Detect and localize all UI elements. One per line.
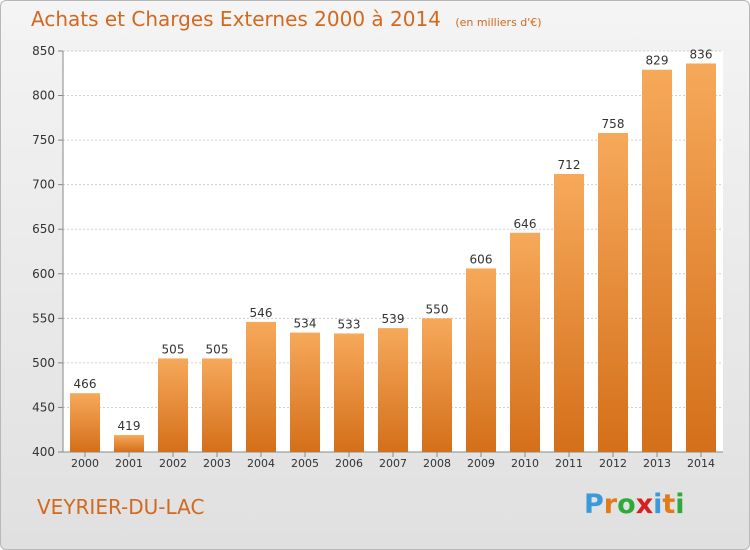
y-tick-label: 550 xyxy=(32,311,55,325)
bar-value-label: 505 xyxy=(206,342,229,356)
y-tick-label: 750 xyxy=(32,133,55,147)
logo-letter: r xyxy=(603,489,618,520)
y-tick-label: 850 xyxy=(32,44,55,58)
bar-value-label: 606 xyxy=(470,252,493,266)
bar xyxy=(466,268,496,452)
bar xyxy=(686,63,716,452)
bar-value-label: 712 xyxy=(558,158,581,172)
bar xyxy=(246,321,276,452)
y-tick-label: 700 xyxy=(32,178,55,192)
bar xyxy=(422,318,452,452)
bar-value-label: 534 xyxy=(294,317,317,331)
bar xyxy=(334,333,364,452)
x-tick-label: 2010 xyxy=(511,457,539,470)
bar-value-label: 419 xyxy=(118,419,141,433)
bar xyxy=(554,173,584,452)
bar xyxy=(378,328,408,452)
bar xyxy=(70,393,100,452)
bar xyxy=(598,132,628,452)
y-tick-label: 800 xyxy=(32,89,55,103)
logo-letter: i xyxy=(675,489,685,520)
x-tick-label: 2011 xyxy=(555,457,583,470)
y-tick-label: 650 xyxy=(32,222,55,236)
chart-title: Achats et Charges Externes 2000 à 2014 xyxy=(31,7,441,31)
bar-value-label: 758 xyxy=(602,117,625,131)
y-tick-label: 600 xyxy=(32,267,55,281)
bar xyxy=(642,69,672,453)
x-tick-label: 2012 xyxy=(599,457,627,470)
x-tick-label: 2006 xyxy=(335,457,363,470)
bar-value-label: 829 xyxy=(646,54,669,68)
bar-value-label: 533 xyxy=(338,317,361,331)
logo-letter: t xyxy=(662,489,676,520)
bar-value-label: 539 xyxy=(382,312,405,326)
y-tick-label: 400 xyxy=(32,445,55,459)
bar-value-label: 466 xyxy=(74,377,97,391)
bar xyxy=(510,232,540,452)
bar-value-label: 550 xyxy=(426,302,449,316)
chart-title-block: Achats et Charges Externes 2000 à 2014 (… xyxy=(31,7,542,31)
x-tick-label: 2005 xyxy=(291,457,319,470)
logo-letter: o xyxy=(617,489,636,520)
bar xyxy=(202,358,232,452)
x-tick-label: 2002 xyxy=(159,457,187,470)
bar-value-label: 505 xyxy=(162,342,185,356)
bar xyxy=(114,435,144,452)
logo-letter: i xyxy=(653,489,663,520)
x-tick-label: 2001 xyxy=(115,457,143,470)
y-tick-label: 450 xyxy=(32,400,55,414)
x-tick-label: 2007 xyxy=(379,457,407,470)
bar-value-label: 836 xyxy=(690,47,713,61)
y-tick-label: 500 xyxy=(32,356,55,370)
x-tick-label: 2004 xyxy=(247,457,275,470)
x-tick-label: 2000 xyxy=(71,457,99,470)
chart-subtitle: (en milliers d'€) xyxy=(455,16,542,29)
bar-value-label: 546 xyxy=(250,306,273,320)
x-tick-label: 2003 xyxy=(203,457,231,470)
bar xyxy=(158,358,188,452)
bar-value-label: 646 xyxy=(514,217,537,231)
commune-name: VEYRIER-DU-LAC xyxy=(37,495,205,519)
x-tick-label: 2009 xyxy=(467,457,495,470)
logo-letter: P xyxy=(584,489,604,520)
logo-letter: x xyxy=(635,489,654,520)
proxiti-logo: Proxiti xyxy=(584,489,685,520)
x-tick-label: 2014 xyxy=(687,457,715,470)
x-tick-label: 2013 xyxy=(643,457,671,470)
bar xyxy=(290,332,320,452)
x-tick-label: 2008 xyxy=(423,457,451,470)
